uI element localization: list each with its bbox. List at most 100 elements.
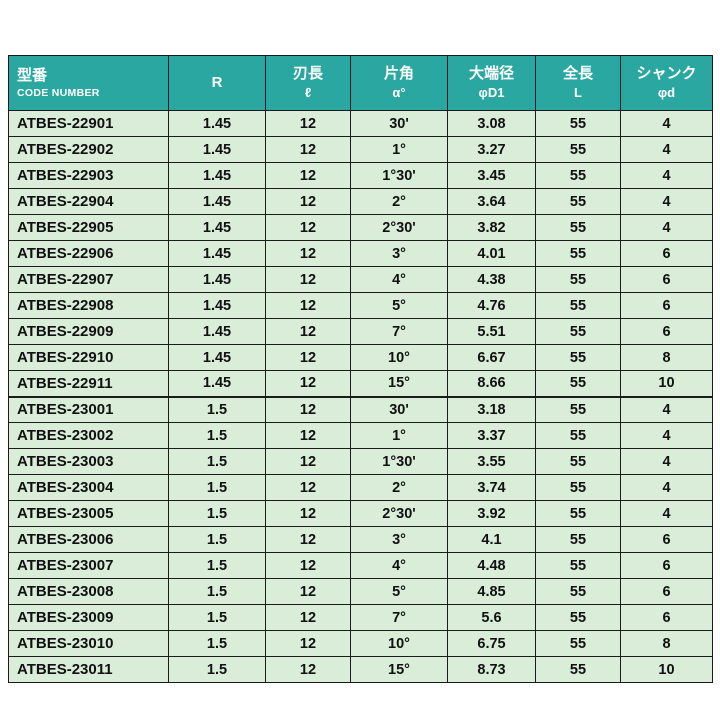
cell-code: ATBES-22904	[8, 188, 169, 215]
cell-large_end_dia: 3.37	[447, 422, 536, 449]
cell-r: 1.5	[168, 526, 266, 553]
cell-flute_length: 12	[265, 110, 351, 137]
table-row: ATBES-23007 1.5 12 4° 4.48 55 6	[8, 552, 713, 579]
table-row: ATBES-22908 1.45 12 5° 4.76 55 6	[8, 292, 713, 319]
cell-half_angle: 1°	[350, 422, 448, 449]
col-label-ja: 全長	[562, 65, 593, 83]
cell-large_end_dia: 3.64	[447, 188, 536, 215]
cell-r: 1.45	[168, 344, 266, 371]
table-row: ATBES-22905 1.45 12 2°30' 3.82 55 4	[8, 214, 713, 241]
cell-shank: 6	[620, 526, 713, 553]
cell-overall_length: 55	[535, 214, 621, 241]
cell-large_end_dia: 3.18	[447, 395, 536, 423]
cell-code: ATBES-22901	[8, 110, 169, 137]
cell-half_angle: 2°	[350, 188, 448, 215]
table-row: ATBES-22902 1.45 12 1° 3.27 55 4	[8, 136, 713, 163]
cell-half_angle: 1°30'	[350, 448, 448, 475]
cell-large_end_dia: 6.75	[447, 630, 536, 657]
cell-r: 1.5	[168, 500, 266, 527]
cell-flute_length: 12	[265, 266, 351, 293]
cell-half_angle: 2°30'	[350, 500, 448, 527]
cell-code: ATBES-22909	[8, 318, 169, 345]
cell-flute_length: 12	[265, 552, 351, 579]
cell-r: 1.45	[168, 162, 266, 189]
cell-code: ATBES-22910	[8, 344, 169, 371]
cell-large_end_dia: 5.6	[447, 604, 536, 631]
cell-code: ATBES-23010	[8, 630, 169, 657]
col-label-ja: 片角	[383, 65, 414, 83]
cell-flute_length: 12	[265, 370, 351, 397]
cell-flute_length: 12	[265, 604, 351, 631]
table-row: ATBES-23001 1.5 12 30' 3.18 55 4	[8, 395, 713, 423]
cell-code: ATBES-23001	[8, 395, 169, 423]
cell-large_end_dia: 8.66	[447, 370, 536, 397]
cell-overall_length: 55	[535, 422, 621, 449]
cell-code: ATBES-23009	[8, 604, 169, 631]
cell-shank: 10	[620, 370, 713, 397]
cell-r: 1.5	[168, 578, 266, 605]
cell-half_angle: 2°30'	[350, 214, 448, 241]
cell-code: ATBES-23006	[8, 526, 169, 553]
col-label-ja: 大端径	[468, 65, 514, 83]
cell-shank: 6	[620, 318, 713, 345]
cell-r: 1.5	[168, 474, 266, 501]
cell-half_angle: 4°	[350, 266, 448, 293]
cell-large_end_dia: 4.1	[447, 526, 536, 553]
cell-r: 1.5	[168, 656, 266, 683]
cell-r: 1.5	[168, 448, 266, 475]
cell-half_angle: 2°	[350, 474, 448, 501]
cell-flute_length: 12	[265, 500, 351, 527]
cell-large_end_dia: 4.38	[447, 266, 536, 293]
cell-shank: 6	[620, 240, 713, 267]
cell-code: ATBES-23003	[8, 448, 169, 475]
cell-large_end_dia: 3.45	[447, 162, 536, 189]
cell-half_angle: 5°	[350, 292, 448, 319]
cell-r: 1.5	[168, 552, 266, 579]
cell-code: ATBES-22905	[8, 214, 169, 241]
cell-shank: 4	[620, 448, 713, 475]
col-header-large-end-dia: 大端径 φD1	[447, 55, 536, 111]
cell-r: 1.45	[168, 266, 266, 293]
cell-overall_length: 55	[535, 110, 621, 137]
cell-half_angle: 10°	[350, 630, 448, 657]
cell-code: ATBES-23004	[8, 474, 169, 501]
cell-large_end_dia: 3.82	[447, 214, 536, 241]
cell-flute_length: 12	[265, 240, 351, 267]
cell-large_end_dia: 5.51	[447, 318, 536, 345]
cell-flute_length: 12	[265, 474, 351, 501]
table-row: ATBES-23009 1.5 12 7° 5.6 55 6	[8, 604, 713, 631]
cell-large_end_dia: 3.55	[447, 448, 536, 475]
cell-large_end_dia: 8.73	[447, 656, 536, 683]
col-header-half-angle: 片角 α°	[350, 55, 448, 111]
cell-flute_length: 12	[265, 395, 351, 423]
table-row: ATBES-22901 1.45 12 30' 3.08 55 4	[8, 110, 713, 137]
cell-flute_length: 12	[265, 526, 351, 553]
cell-half_angle: 1°	[350, 136, 448, 163]
spec-table: 型番 CODE NUMBER R 刃長 ℓ	[8, 55, 713, 683]
cell-overall_length: 55	[535, 630, 621, 657]
cell-code: ATBES-23008	[8, 578, 169, 605]
cell-code: ATBES-22907	[8, 266, 169, 293]
cell-code: ATBES-23011	[8, 656, 169, 683]
col-header-r: R	[168, 55, 266, 111]
cell-half_angle: 1°30'	[350, 162, 448, 189]
cell-overall_length: 55	[535, 474, 621, 501]
cell-flute_length: 12	[265, 448, 351, 475]
col-label-ja: 型番	[17, 66, 48, 84]
cell-code: ATBES-22903	[8, 162, 169, 189]
cell-half_angle: 30'	[350, 395, 448, 423]
cell-flute_length: 12	[265, 318, 351, 345]
col-label-sub: CODE NUMBER	[17, 87, 100, 100]
cell-overall_length: 55	[535, 318, 621, 345]
cell-half_angle: 4°	[350, 552, 448, 579]
cell-code: ATBES-22906	[8, 240, 169, 267]
cell-r: 1.45	[168, 370, 266, 397]
cell-half_angle: 15°	[350, 370, 448, 397]
cell-flute_length: 12	[265, 422, 351, 449]
col-header-flute-length: 刃長 ℓ	[265, 55, 351, 111]
col-label-ja: 刃長	[292, 65, 323, 83]
cell-large_end_dia: 6.67	[447, 344, 536, 371]
cell-overall_length: 55	[535, 292, 621, 319]
cell-overall_length: 55	[535, 500, 621, 527]
cell-overall_length: 55	[535, 188, 621, 215]
